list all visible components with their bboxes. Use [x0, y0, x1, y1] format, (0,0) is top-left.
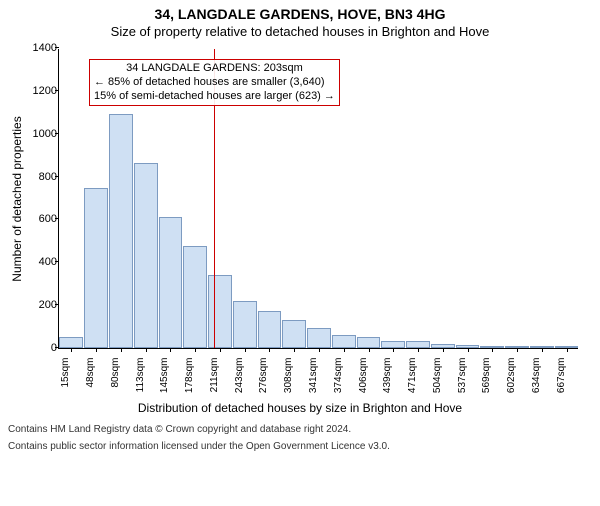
x-tick-label: 178sqm — [184, 358, 195, 394]
page-subtitle: Size of property relative to detached ho… — [0, 24, 600, 39]
y-tick-label: 1400 — [33, 42, 57, 54]
y-tick-mark — [55, 304, 59, 305]
histogram-bar — [406, 341, 430, 349]
y-tick-mark — [55, 90, 59, 91]
x-tick-mark — [195, 348, 196, 352]
histogram-bar — [258, 311, 282, 349]
x-tick-mark — [542, 348, 543, 352]
y-tick-mark — [55, 176, 59, 177]
x-tick-mark — [468, 348, 469, 352]
x-tick-label: 145sqm — [159, 358, 170, 394]
x-tick-mark — [443, 348, 444, 352]
x-tick-mark — [369, 348, 370, 352]
histogram-bar — [109, 114, 133, 348]
x-tick-mark — [245, 348, 246, 352]
histogram-bar — [84, 188, 108, 348]
x-tick-mark — [71, 348, 72, 352]
x-tick-mark — [294, 348, 295, 352]
x-tick-mark — [393, 348, 394, 352]
y-tick-label: 400 — [39, 256, 57, 268]
annotation-line: 34 LANGDALE GARDENS: 203sqm — [94, 62, 335, 76]
x-tick-mark — [220, 348, 221, 352]
x-tick-label: 439sqm — [382, 358, 393, 394]
x-tick-label: 80sqm — [110, 358, 121, 388]
x-tick-label: 276sqm — [258, 358, 269, 394]
plot-area: 020040060080010001200140015sqm48sqm80sqm… — [58, 49, 578, 349]
x-tick-label: 243sqm — [234, 358, 245, 394]
annotation-line: 15% of semi-detached houses are larger (… — [94, 90, 335, 104]
y-tick-mark — [55, 218, 59, 219]
x-tick-label: 602sqm — [506, 358, 517, 394]
x-tick-label: 667sqm — [556, 358, 567, 394]
histogram-bar — [134, 163, 158, 348]
x-tick-mark — [170, 348, 171, 352]
histogram-bar — [183, 246, 207, 348]
annotation-line: ← 85% of detached houses are smaller (3,… — [94, 76, 335, 90]
x-tick-label: 634sqm — [531, 358, 542, 394]
y-tick-mark — [55, 261, 59, 262]
x-tick-label: 569sqm — [481, 358, 492, 394]
annotation-box: 34 LANGDALE GARDENS: 203sqm← 85% of deta… — [89, 59, 340, 106]
x-tick-mark — [344, 348, 345, 352]
x-tick-mark — [517, 348, 518, 352]
x-tick-mark — [319, 348, 320, 352]
histogram-bar — [159, 217, 183, 348]
x-tick-label: 341sqm — [308, 358, 319, 394]
y-tick-label: 1000 — [33, 128, 57, 140]
y-tick-mark — [55, 347, 59, 348]
x-tick-mark — [121, 348, 122, 352]
histogram-bar — [282, 320, 306, 348]
x-axis-label: Distribution of detached houses by size … — [0, 401, 600, 415]
x-tick-label: 113sqm — [135, 358, 146, 393]
histogram-chart: Number of detached properties 0200400600… — [0, 39, 600, 419]
x-tick-label: 15sqm — [60, 358, 71, 388]
y-tick-label: 1200 — [33, 85, 57, 97]
histogram-bar — [381, 341, 405, 349]
x-tick-mark — [96, 348, 97, 352]
histogram-bar — [357, 337, 381, 348]
x-tick-label: 308sqm — [283, 358, 294, 394]
x-tick-label: 406sqm — [358, 358, 369, 394]
x-tick-mark — [418, 348, 419, 352]
x-tick-mark — [492, 348, 493, 352]
x-tick-label: 48sqm — [85, 358, 96, 388]
histogram-bar — [59, 337, 83, 348]
y-tick-label: 0 — [51, 342, 57, 354]
x-tick-mark — [146, 348, 147, 352]
x-tick-label: 471sqm — [407, 358, 418, 394]
y-tick-label: 800 — [39, 171, 57, 183]
x-tick-mark — [269, 348, 270, 352]
y-tick-label: 200 — [39, 299, 57, 311]
footer-attribution-1: Contains HM Land Registry data © Crown c… — [8, 423, 592, 436]
y-tick-label: 600 — [39, 213, 57, 225]
page-title-address: 34, LANGDALE GARDENS, HOVE, BN3 4HG — [0, 6, 600, 22]
x-tick-label: 537sqm — [457, 358, 468, 394]
histogram-bar — [332, 335, 356, 348]
histogram-bar — [208, 275, 232, 348]
y-tick-mark — [55, 133, 59, 134]
histogram-bar — [233, 301, 257, 348]
x-tick-label: 504sqm — [432, 358, 443, 394]
x-tick-label: 374sqm — [333, 358, 344, 394]
histogram-bar — [307, 328, 331, 348]
footer-attribution-2: Contains public sector information licen… — [8, 440, 592, 453]
x-tick-mark — [567, 348, 568, 352]
y-tick-mark — [55, 47, 59, 48]
x-tick-label: 211sqm — [209, 358, 220, 393]
y-axis-label: Number of detached properties — [10, 116, 24, 281]
